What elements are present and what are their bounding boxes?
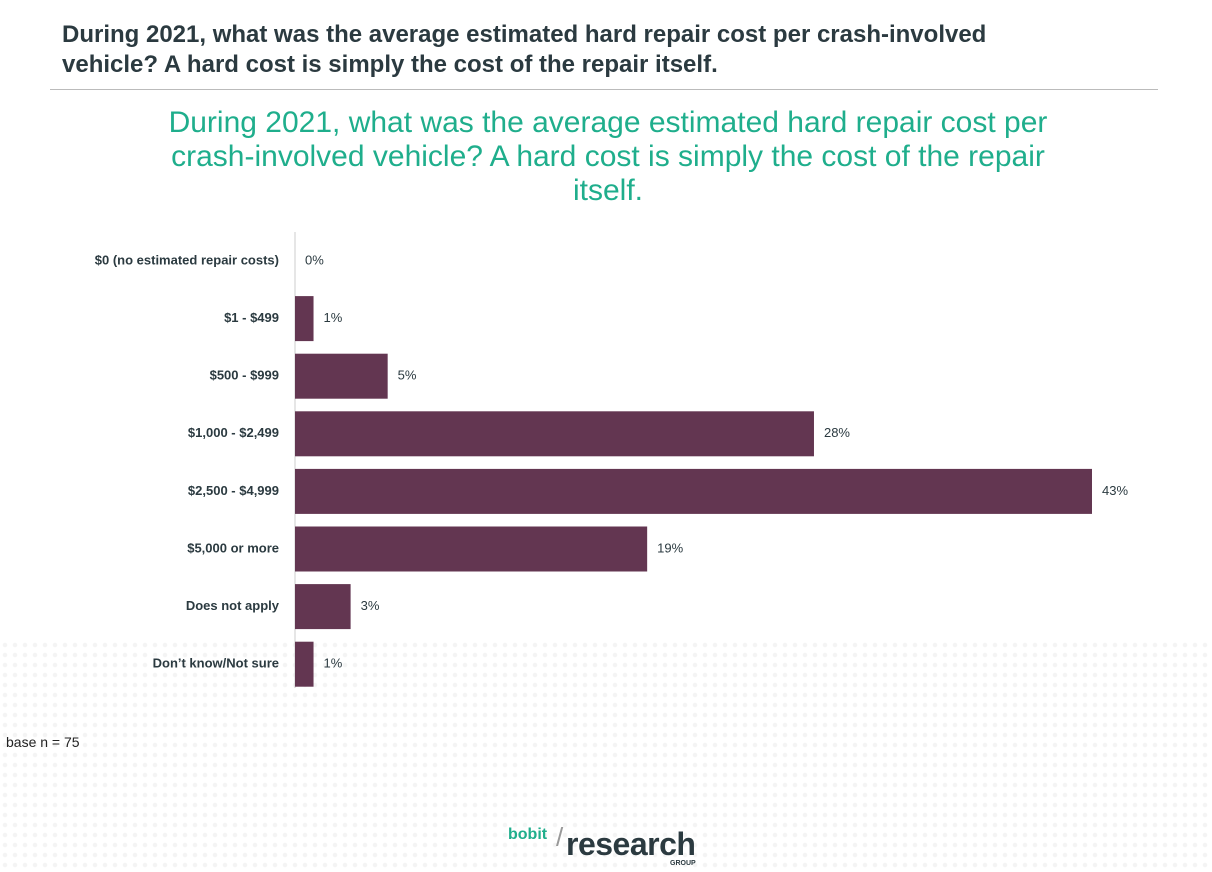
bar [295,468,1092,514]
bar [295,584,351,630]
chart-title: During 2021, what was the average estima… [168,106,1048,207]
logo-slash: / [556,822,564,852]
category-label: $0 (no estimated repair costs) [95,252,279,267]
base-note: base n = 75 [6,734,80,750]
header-rule [50,89,1158,90]
value-label: 5% [398,368,417,383]
logo-name: research [566,826,696,862]
value-label: 28% [824,425,850,440]
category-label: Don’t know/Not sure [153,656,279,671]
value-label: 43% [1102,483,1128,498]
bar [295,296,314,342]
logo-brand: bobit [508,826,548,843]
category-label: $5,000 or more [187,540,279,555]
bar [295,353,388,399]
value-label: 1% [324,656,343,671]
category-label: $2,500 - $4,999 [188,483,279,498]
value-label: 3% [361,598,380,613]
category-label: Does not apply [186,598,280,613]
value-label: 1% [324,310,343,325]
background-pattern [0,640,1212,872]
category-label: $1 - $499 [224,310,279,325]
bar [295,411,814,457]
category-label: $500 - $999 [210,368,279,383]
logo-suffix: GROUP [670,860,696,867]
category-label: $1,000 - $2,499 [188,425,279,440]
header-title: During 2021, what was the average estima… [62,21,987,78]
logo: bobit / research GROUP [508,822,708,868]
value-label: 19% [657,540,683,555]
bar [295,641,314,687]
bar [295,526,648,572]
value-label: 0% [305,252,324,267]
